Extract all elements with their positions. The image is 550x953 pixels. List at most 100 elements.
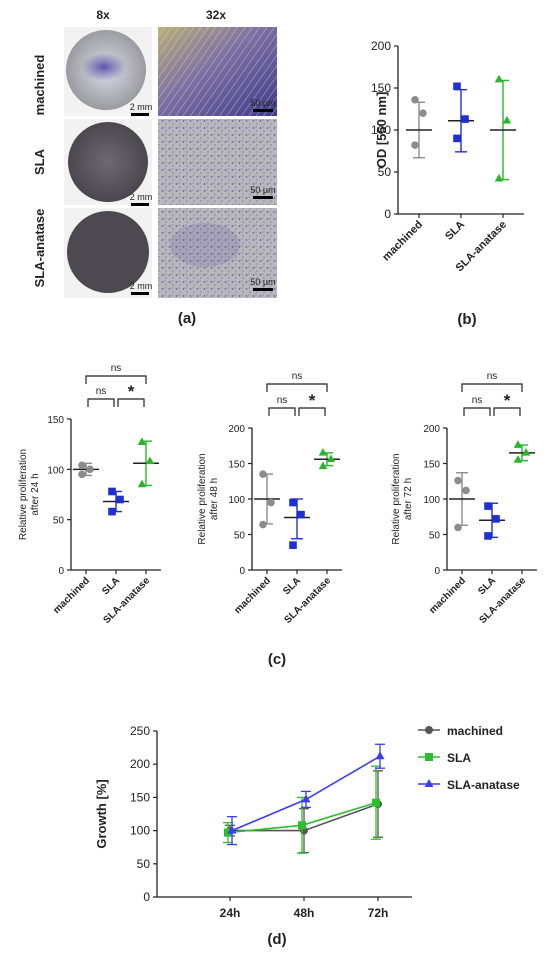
data-point [259,470,267,478]
data-point [502,115,512,124]
data-point [454,476,462,485]
y-tick-label: 0 [434,566,440,577]
y-axis-label: Relative proliferation [18,449,29,540]
y-tick-label: 150 [371,81,391,95]
significance-bracket [117,398,145,407]
x-tick-label: 72h [368,906,389,920]
data-point [297,510,305,519]
legend-label: SLA-anatase [447,778,520,792]
scale-bar [131,113,149,116]
chart-c2: 0 50 100 150 200 Relative proliferation after … [197,371,342,626]
y-tick-label: 150 [130,790,150,804]
data-point [461,115,469,123]
significance-label: * [128,382,135,401]
y-tick-label: 100 [130,824,150,838]
scale-label: 2 mm [130,281,153,291]
y-tick-label: 50 [53,516,65,527]
x-tick-label: SLA [476,575,498,597]
x-tick-label: machined [232,575,273,616]
row-label-sla-anatase: SLA-anatase [32,209,47,288]
chart-d: 0 50 100 150 200 250 Growth [%] 24h 48h 72h machin… [94,724,520,948]
scale-label: 50 µm [250,277,275,287]
data-point [484,532,492,540]
data-point [513,455,523,463]
y-tick-label: 100 [423,495,440,506]
y-tick-label: 200 [228,424,245,435]
scale-bar [131,292,149,295]
y-axis-label: after 48 h [209,478,220,520]
y-tick-label: 50 [234,531,246,542]
significance-bracket [87,398,115,407]
y-tick-label: 250 [130,724,150,738]
significance-label: ns [96,386,107,397]
data-point [372,798,380,807]
col-label-32x: 32x [206,8,226,22]
data-point [492,515,500,523]
scale-label: 2 mm [130,192,153,202]
micrograph-sla-8x [68,122,148,202]
data-point [419,109,427,117]
scale-label: 50 µm [250,98,275,108]
chart-c3: 0 50 100 150 200 Relative proliferation after … [391,371,537,626]
data-point [425,726,433,734]
chart-c1: 0 50 100 150 Relative proliferation after 24 … [18,363,161,626]
y-axis-label: OD [550 nm] [374,92,389,169]
scale-bar [253,288,273,291]
significance-bracket [493,407,521,416]
scale-bar [253,109,273,112]
legend-label: SLA [447,751,471,765]
data-point [494,74,504,83]
caption: (b) [457,311,476,328]
y-axis-label: after 24 h [30,473,41,515]
data-point [289,541,297,549]
y-tick-label: 0 [143,890,150,904]
significance-label: ns [487,371,498,382]
data-point [298,821,306,830]
data-point [318,448,328,456]
x-tick-label: machined [51,575,92,616]
data-point [86,465,94,474]
significance-bracket [463,407,491,416]
data-point [326,454,336,463]
x-tick-label: machined [380,219,425,264]
y-tick-label: 200 [371,39,391,53]
y-tick-label: 0 [239,566,245,577]
caption: (d) [267,931,286,948]
y-axis-label: Relative proliferation [391,453,402,544]
data-point [453,134,461,143]
y-tick-label: 150 [47,415,64,426]
y-tick-label: 150 [423,460,440,471]
legend-label: machined [447,724,503,738]
y-axis-label: Relative proliferation [197,453,208,544]
y-tick-label: 200 [423,424,440,435]
data-point [411,95,419,104]
stain-blob [82,53,126,81]
data-point [267,498,275,507]
y-tick-label: 50 [137,857,151,871]
data-point [259,520,267,529]
caption-c: (c) [268,651,286,668]
row-label-machined: machined [32,55,47,116]
significance-label: ns [292,371,303,382]
scale-bar [253,196,273,199]
data-point [78,470,86,479]
y-tick-label: 100 [371,123,391,137]
data-point [108,507,116,516]
x-tick-label: SLA [100,575,122,597]
caption-a: (a) [178,310,196,327]
y-tick-label: 50 [378,165,392,179]
y-tick-label: 0 [58,566,64,577]
significance-bracket [298,407,326,416]
data-point [108,487,116,496]
data-point [513,440,523,448]
y-tick-label: 200 [130,757,150,771]
significance-label: ns [111,363,122,374]
data-point [453,82,461,91]
y-tick-label: 150 [228,460,245,471]
y-tick-label: 100 [228,495,245,506]
micrograph-anatase-32x [158,208,277,298]
data-point [227,825,237,834]
y-tick-label: 100 [47,465,64,476]
micrograph-anatase-8x [67,211,149,293]
significance-bracket [266,383,328,392]
